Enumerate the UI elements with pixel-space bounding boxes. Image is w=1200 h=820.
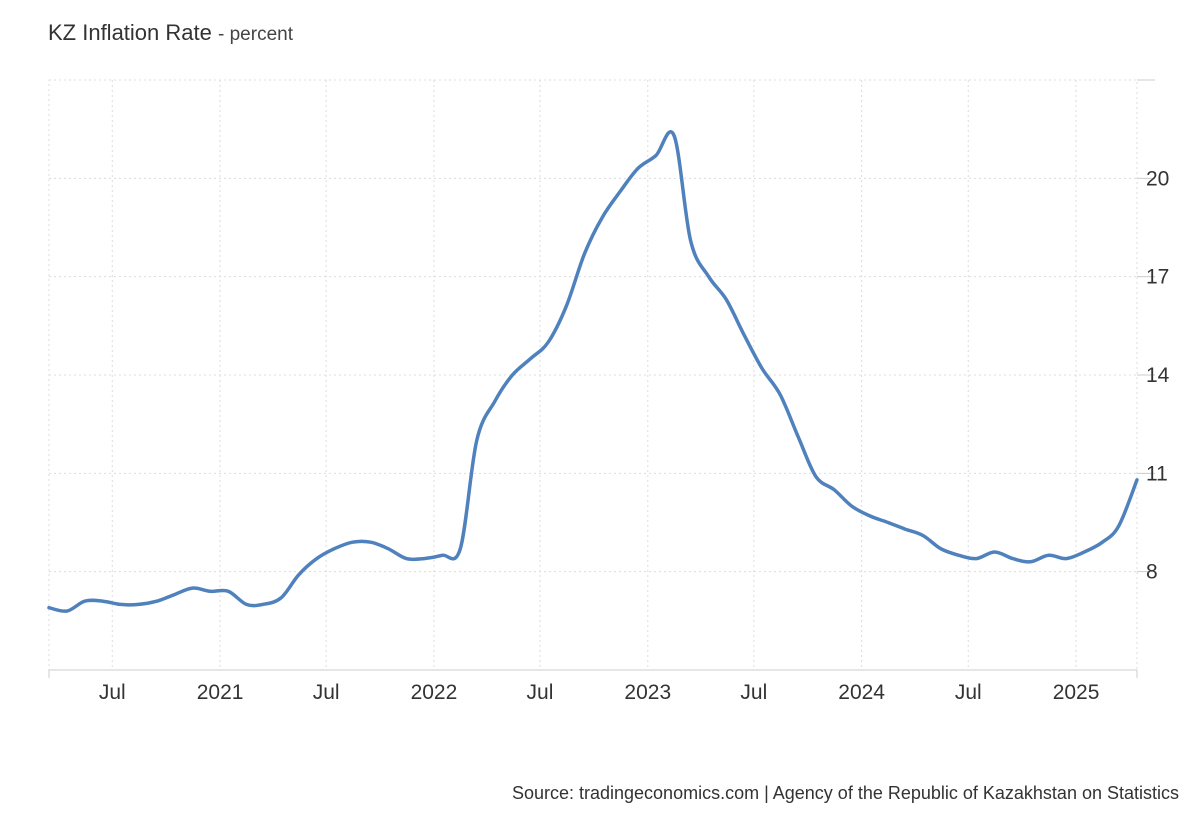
- x-tick-label-6: Jul: [740, 681, 767, 704]
- x-tick-label-5: 2023: [624, 681, 671, 704]
- y-tick-label-2: 14: [1146, 364, 1170, 387]
- axis-ticks: [48, 79, 1155, 678]
- x-tick-label-2: Jul: [313, 681, 340, 704]
- x-tick-label-1: 2021: [197, 681, 244, 704]
- chart-unit-text: percent: [229, 24, 293, 45]
- x-axis-labels: Jul 2021 Jul 2022 Jul 2023 Jul 2024 Jul 2025: [99, 681, 1100, 704]
- series-line-inflation: [47, 130, 1139, 613]
- y-tick-label-0: 20: [1146, 167, 1169, 190]
- x-tick-label-0: Jul: [99, 681, 126, 704]
- y-tick-label-4: 8: [1146, 561, 1158, 584]
- x-tick-label-7: 2024: [838, 681, 885, 704]
- x-tick-label-8: Jul: [955, 681, 982, 704]
- y-axis-labels: 20 17 14 11 8: [1146, 167, 1170, 583]
- horizontal-gridlines: [49, 177, 1137, 573]
- x-tick-label-9: 2025: [1053, 681, 1100, 704]
- chart-source: Source: tradingeconomics.com | Agency of…: [511, 783, 1179, 803]
- x-tick-label-4: Jul: [527, 681, 554, 704]
- y-tick-label-3: 11: [1146, 462, 1168, 485]
- chart-unit-label: - percent: [218, 24, 293, 45]
- x-tick-label-3: 2022: [411, 681, 458, 704]
- plot-frame: [48, 79, 1138, 671]
- chart-title: KZ Inflation Rate - percent: [48, 20, 293, 46]
- chart-title-text: KZ Inflation Rate: [48, 20, 212, 45]
- y-tick-label-1: 17: [1146, 266, 1169, 289]
